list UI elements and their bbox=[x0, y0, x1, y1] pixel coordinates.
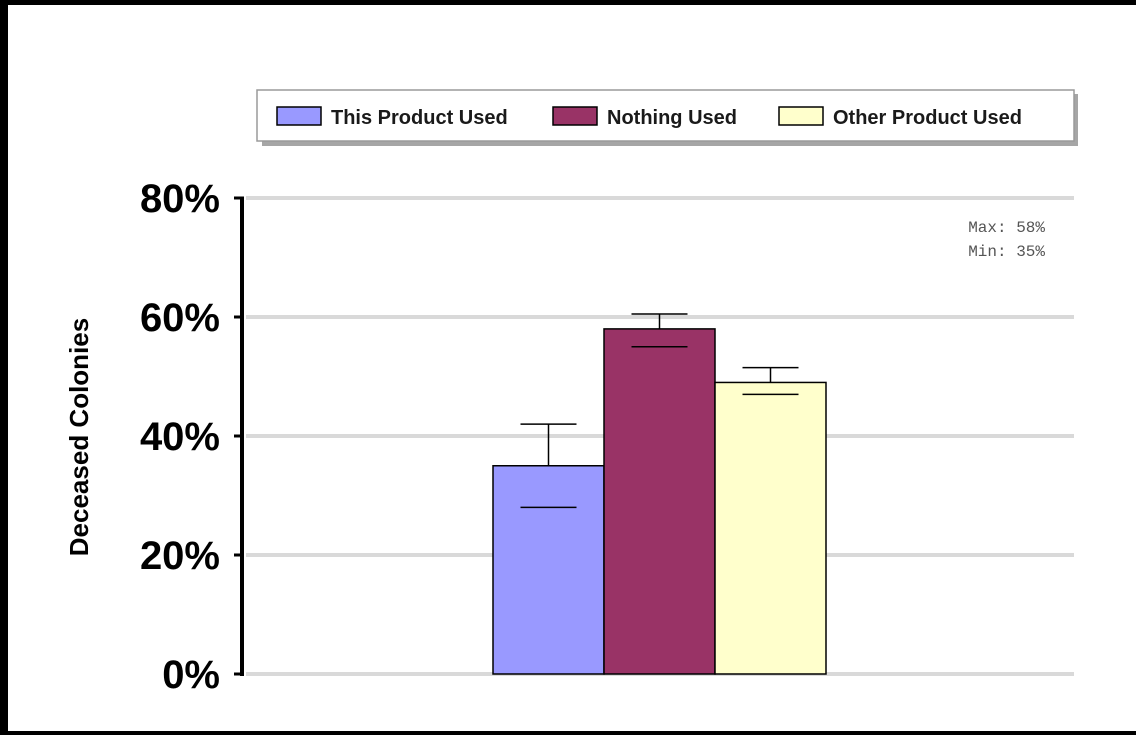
y-tick-label-20: 20% bbox=[140, 534, 220, 578]
min-annotation: Min: 35% bbox=[968, 243, 1045, 261]
y-tick-label-80: 80% bbox=[140, 177, 220, 221]
bar-2 bbox=[603, 328, 716, 675]
legend-label-1: This Product Used bbox=[331, 107, 508, 129]
legend: This Product Used Nothing Used Other Produ… bbox=[256, 89, 1078, 146]
legend-items: This Product Used Nothing Used Other Produ… bbox=[276, 106, 1022, 129]
legend-swatch-1 bbox=[276, 106, 322, 126]
max-annotation: Max: 58% bbox=[968, 219, 1045, 237]
y-tick-label-60: 60% bbox=[140, 296, 220, 340]
legend-label-2: Nothing Used bbox=[607, 107, 737, 129]
legend-swatch-3 bbox=[778, 106, 824, 126]
legend-label-3: Other Product Used bbox=[833, 107, 1022, 129]
y-ticks: 0% 20% 40% 60% 80% bbox=[140, 177, 244, 697]
y-tick-label-40: 40% bbox=[140, 415, 220, 459]
bar-1 bbox=[492, 465, 605, 675]
legend-swatch-2 bbox=[552, 106, 598, 126]
y-axis-title: Deceased Colonies bbox=[64, 318, 94, 556]
y-tick-label-0: 0% bbox=[162, 653, 220, 697]
bars bbox=[492, 328, 827, 675]
bar-3 bbox=[714, 381, 827, 675]
legend-box bbox=[256, 89, 1075, 142]
error-bars bbox=[520, 313, 799, 509]
